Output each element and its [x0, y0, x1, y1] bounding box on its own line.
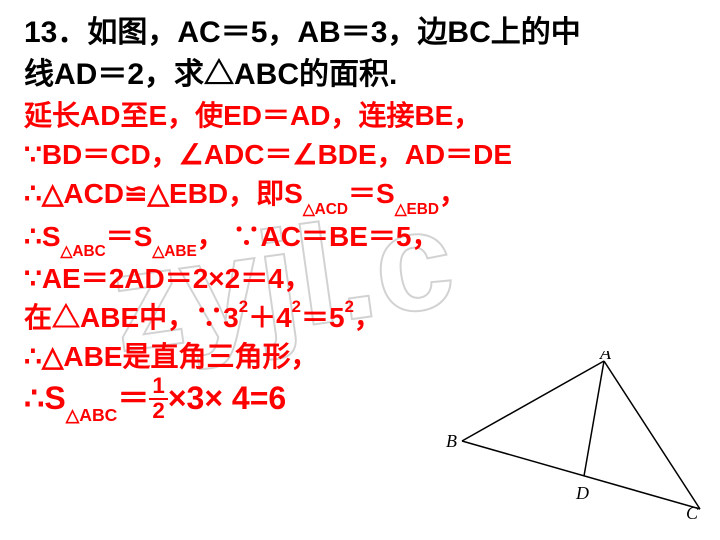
svg-text:D: D	[575, 483, 589, 503]
solution-line-3: △ACD≌△EBD，即S△ACD＝S△EBD，	[24, 174, 696, 216]
fraction: 12	[149, 375, 167, 422]
therefore-symbol	[24, 221, 42, 252]
svg-text:A: A	[599, 351, 612, 363]
question-line-1: 13．如图，AC＝5，AB＝3，边BC上的中	[24, 12, 696, 54]
therefore-symbol	[24, 341, 42, 372]
solution-line-2: BD＝CD，∠ADC＝∠BDE，AD＝DE	[24, 135, 696, 174]
therefore-symbol	[24, 178, 42, 209]
solution-line-1: 延长AD至E，使ED＝AD，连接BE，	[24, 96, 696, 135]
solution-line-6: 在△ABE中，32＋42＝52，	[24, 298, 696, 337]
svg-text:C: C	[686, 503, 699, 521]
because-symbol	[24, 139, 42, 170]
svg-text:B: B	[446, 431, 457, 451]
therefore-symbol	[24, 380, 44, 416]
question-line-2: 线AD＝2，求△ABC的面积.	[24, 54, 696, 96]
solution-line-5: AE＝2AD＝2×2＝4，	[24, 259, 696, 298]
because-symbol	[233, 221, 261, 252]
because-symbol	[24, 263, 42, 294]
triangle-diagram: A B D C	[442, 351, 702, 526]
solution-line-4: S△ABC＝S△ABE， AC＝BE＝5，	[24, 217, 696, 259]
because-symbol	[195, 302, 223, 333]
